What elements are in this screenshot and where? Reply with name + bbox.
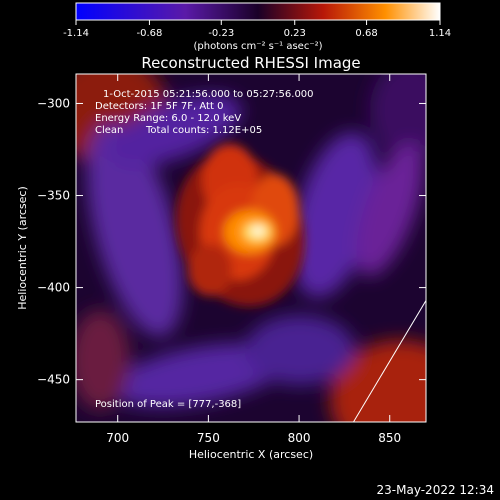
colorbar-tick-label: 1.14 — [429, 28, 451, 39]
x-tick-label: 850 — [378, 431, 401, 445]
chart-title: Reconstructed RHESSI Image — [141, 54, 360, 72]
plot-frame — [75, 73, 427, 423]
limb-line — [353, 300, 426, 422]
y-tick-label: −400 — [37, 281, 70, 295]
colorbar-tick-label: -0.68 — [137, 28, 163, 39]
y-axis-label: Heliocentric Y (arcsec) — [16, 186, 29, 310]
x-tick-label: 700 — [106, 431, 129, 445]
y-tick-label: −350 — [37, 189, 70, 203]
annotation-method: Clean — [95, 125, 123, 136]
y-tick-label: −300 — [37, 96, 70, 110]
annotation-time: 1-Oct-2015 05:21:56.000 to 05:27:56.000 — [103, 89, 314, 100]
heatmap-image — [76, 74, 426, 422]
annotation-peak: Position of Peak = [777,-368] — [95, 399, 241, 410]
colorbar-unit-label: (photons cm⁻² s⁻¹ asec⁻²) — [193, 41, 322, 52]
colorbar-tick-label: -0.23 — [208, 28, 234, 39]
colorbar-tick-label: 0.68 — [355, 28, 377, 39]
x-tick-label: 750 — [197, 431, 220, 445]
colorbar — [75, 2, 441, 21]
annotation-detectors: Detectors: 1F 5F 7F, Att 0 — [95, 101, 223, 112]
x-axis-label: Heliocentric X (arcsec) — [189, 448, 313, 461]
colorbar-tick-label: 0.23 — [284, 28, 306, 39]
footer-date: 23-May-2022 12:34 — [377, 483, 494, 497]
x-tick-label: 800 — [288, 431, 311, 445]
annotation-counts: Total counts: 1.12E+05 — [145, 125, 262, 136]
colorbar-ticks: -1.14 -0.68 -0.23 0.23 0.68 1.14 — [63, 20, 451, 39]
annotation-energy: Energy Range: 6.0 - 12.0 keV — [95, 113, 241, 124]
axis-ticks: 700 750 800 850 −300 −350 −400 −450 — [37, 74, 426, 445]
colorbar-tick-label: -1.14 — [63, 28, 89, 39]
y-tick-label: −450 — [37, 373, 70, 387]
